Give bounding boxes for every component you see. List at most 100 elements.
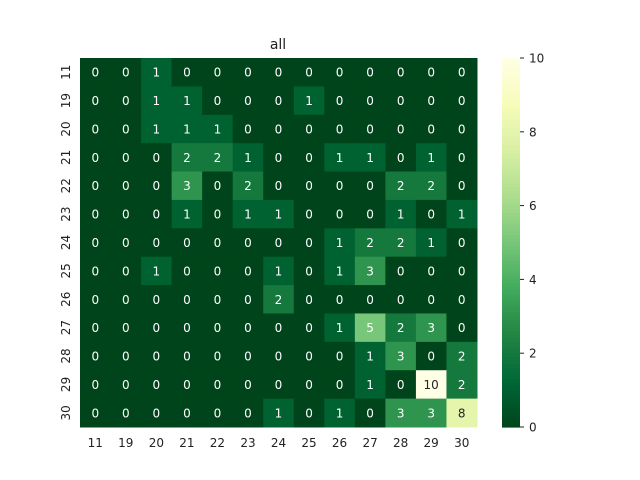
heatmap-cell: [202, 171, 234, 201]
colorbar-tick-label: 4: [529, 273, 537, 287]
cell-value-label: 0: [305, 293, 313, 307]
cell-value-label: 0: [91, 406, 99, 420]
colorbar-segment: [502, 109, 520, 114]
heatmap-cell: [385, 256, 417, 286]
colorbar-segment: [502, 397, 520, 402]
heatmap-cell: [110, 86, 142, 116]
heatmap-cell: [293, 370, 325, 400]
colorbar-segment: [502, 412, 520, 417]
cell-value-label: 0: [458, 122, 466, 136]
cell-value-label: 1: [427, 236, 435, 250]
heatmap-cell: [324, 341, 356, 371]
heatmap-cell: [80, 228, 112, 258]
heatmap-cell: [232, 228, 264, 258]
heatmap-cell: [354, 58, 386, 87]
heatmap-cell: [80, 285, 112, 314]
colorbar-tick-label: 0: [529, 421, 537, 435]
colorbar-segment: [502, 379, 520, 384]
heatmap-cell: [446, 114, 478, 144]
heatmap-cell: [110, 114, 142, 144]
y-tick-label: 22: [59, 178, 73, 193]
cell-value-label: 0: [275, 350, 283, 364]
cell-value-label: 0: [91, 208, 99, 222]
heatmap-cell: [232, 86, 264, 116]
heatmap-cell: [415, 86, 447, 116]
cell-value-label: 0: [91, 151, 99, 165]
cell-value-label: 0: [366, 293, 374, 307]
cell-value-label: 0: [397, 122, 405, 136]
colorbar-segment: [502, 382, 520, 388]
cell-value-label: 1: [458, 208, 466, 222]
colorbar-segment: [502, 58, 520, 63]
cell-value-label: 1: [183, 208, 191, 222]
heatmap-cell: [202, 370, 234, 400]
colorbar-segment: [502, 183, 520, 188]
cell-value-label: 2: [214, 151, 222, 165]
x-tick-label: 26: [332, 436, 347, 450]
colorbar-segment: [502, 105, 520, 111]
cell-value-label: 0: [122, 350, 130, 364]
colorbar-segment: [502, 72, 520, 78]
heatmap-cell: [324, 143, 356, 173]
heatmap-cell: [324, 114, 356, 144]
cell-value-label: 10: [424, 378, 439, 392]
cell-value-label: 0: [397, 94, 405, 108]
cell-value-label: 0: [153, 350, 161, 364]
heatmap-cell: [110, 256, 142, 286]
heatmap-cell: [415, 228, 447, 258]
heatmap-cell: [80, 86, 112, 116]
colorbar-segment: [502, 76, 520, 81]
cell-value-label: 0: [91, 293, 99, 307]
colorbar-segment: [502, 187, 520, 192]
cell-value-label: 0: [366, 208, 374, 222]
cell-value-label: 0: [458, 264, 466, 278]
chart-title: all: [270, 37, 286, 53]
heatmap-cell: [354, 199, 386, 229]
heatmap-cell: [293, 341, 325, 371]
heatmap-cell: [171, 199, 203, 229]
cell-value-label: 0: [366, 94, 374, 108]
heatmap-cell: [446, 58, 478, 87]
cell-value-label: 0: [305, 321, 313, 335]
cell-value-label: 1: [153, 94, 161, 108]
heatmap-cells: 0 0 1 0 0 0 0 0 0 0 0 0 00 0 1 1 0 0 0 1 0 0 0 0 00 0 1 1 1 0 0 0 0 0 0 0 00…: [80, 58, 478, 428]
heatmap-cell: [80, 199, 112, 229]
heatmap-cell: [171, 370, 203, 400]
colorbar-segment: [502, 249, 520, 255]
heatmap-cell: [415, 341, 447, 371]
colorbar-segment: [502, 102, 520, 107]
cell-value-label: 1: [366, 151, 374, 165]
heatmap-cell: [324, 58, 356, 87]
cell-value-label: 0: [183, 264, 191, 278]
colorbar-segment: [502, 393, 520, 399]
cell-value-label: 0: [122, 208, 130, 222]
colorbar-segment: [502, 356, 520, 362]
heatmap-cell: [232, 199, 264, 229]
cell-value-label: 0: [91, 236, 99, 250]
cell-value-label: 0: [183, 236, 191, 250]
heatmap-cell: [171, 285, 203, 314]
cell-value-label: 0: [214, 236, 222, 250]
colorbar-segment: [502, 94, 520, 100]
colorbar-segment: [502, 253, 520, 258]
colorbar-segment: [502, 69, 520, 74]
cell-value-label: 0: [183, 378, 191, 392]
cell-value-label: 0: [336, 66, 344, 80]
colorbar-segment: [502, 367, 520, 373]
colorbar-segment: [502, 91, 520, 96]
heatmap-cell: [293, 114, 325, 144]
cell-value-label: 3: [397, 406, 405, 420]
colorbar-tick-label: 8: [529, 125, 537, 139]
cell-value-label: 1: [366, 350, 374, 364]
cell-value-label: 0: [336, 350, 344, 364]
heatmap-cell: [415, 143, 447, 173]
cell-value-label: 1: [153, 122, 161, 136]
cell-value-label: 0: [458, 66, 466, 80]
cell-value-label: 0: [397, 264, 405, 278]
y-tick-label: 29: [59, 377, 73, 392]
cell-value-label: 0: [244, 94, 252, 108]
heatmap-cell: [354, 228, 386, 258]
x-tick-label: 21: [179, 436, 194, 450]
colorbar-segment: [502, 283, 520, 288]
